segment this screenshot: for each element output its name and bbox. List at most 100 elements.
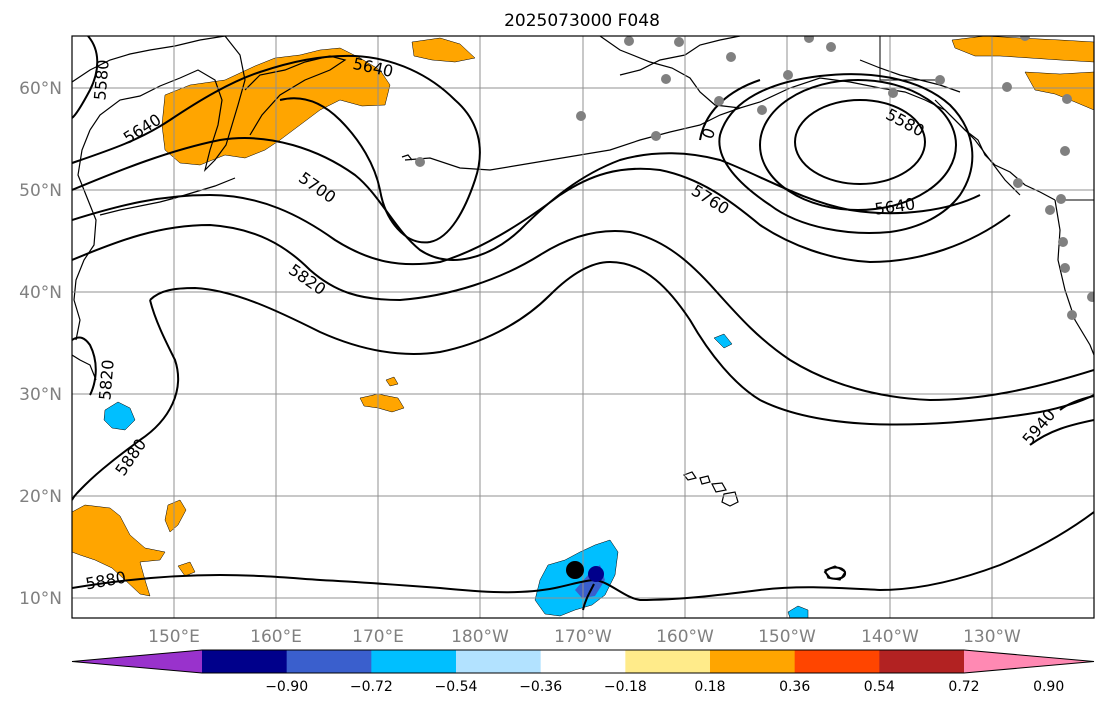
station-dot [1062,94,1072,104]
lat-label: 20°N [19,487,62,507]
coastline-island-japan-south [72,354,97,381]
coastline-island-small-1 [401,154,413,161]
lat-label: 30°N [19,385,62,405]
colorbar-tick-label: 0.18 [694,679,725,695]
contour-5640-west-b [279,97,381,191]
anomaly-region-southwest-3 [177,561,196,577]
map-title: 2025073000 F048 [504,11,660,31]
contour-label-5580-west: 5580 [90,59,112,101]
colorbar-segment [710,650,796,673]
station-dot [1045,205,1055,215]
colorbar-tick-label: −0.90 [265,679,308,695]
colorbar-tick-label: 0.36 [779,679,810,695]
contour-5820-b [72,336,97,396]
coastline-asia-north [72,36,226,83]
lon-label: 170°W [554,627,612,647]
contour-low-outer [718,73,974,234]
station-dot [1060,263,1070,273]
contour-5940 [1029,419,1094,446]
coastline-kamchatka [89,36,246,172]
coastline-hawaii-1 [683,471,697,481]
colorbar-segment [540,650,626,673]
anomaly-region-canada [951,36,1094,63]
station-dot [1056,194,1066,204]
station-dot [674,37,684,47]
coastline-hawaii-4 [721,491,739,507]
coastline-hawaii-2 [699,475,711,485]
colorbar-segment [371,650,457,673]
coastline-sakhalin-japan [73,129,97,341]
lat-label: 10°N [19,589,62,609]
anomaly-region-west-pacific [103,401,136,431]
colorbar-segment [794,650,880,673]
colorbar-outline [71,649,1095,674]
coastline-okhotsk [244,55,347,136]
station-dots [415,36,1094,320]
station-dot [1067,310,1077,320]
colorbar-tick-label: −0.72 [350,679,393,695]
station-dot [1058,237,1068,247]
lat-label: 40°N [19,283,62,303]
contour-5880 [149,260,1094,426]
colorbar-segment [456,650,542,673]
lon-label: 160°W [656,627,714,647]
storm-marker-dot [566,561,584,579]
coastline-hawaii-3 [711,482,727,493]
coastline-bc [934,99,1056,201]
map-border [71,35,1095,619]
graticule [72,36,1094,618]
anomaly-region-southwest-2 [164,499,187,533]
latitude-labels: 60°N 50°N 40°N 30°N 20°N 10°N [19,79,62,609]
contour-low-inner [794,99,926,185]
lon-label: 130°W [963,627,1021,647]
anomaly-region-southwest [72,504,166,597]
anomaly-region-east-small [713,333,733,349]
lat-label: 50°N [19,181,62,201]
colorbar-tick-label: −0.36 [519,679,562,695]
anomaly-region-pacific-northwest [1024,71,1094,111]
lon-label: 150°W [758,627,816,647]
colorbar-extend-high [964,650,1094,673]
map-area: 5580 5640 5640 5700 5820 5820 5880 5880 … [72,36,1094,618]
contour-5820 [72,223,1094,402]
colorbar-segment [879,650,965,673]
station-dot [783,70,793,80]
colorbar-segment [625,650,711,673]
station-dot [1020,36,1030,41]
station-dot [1013,178,1023,188]
colorbar-tick-label: 0.90 [1033,679,1064,695]
lon-label: 180°W [451,627,509,647]
station-dot [804,36,814,43]
colorbar-extend-low [72,650,202,673]
colorbar-tick-label: 0.54 [864,679,895,695]
contour-small-south [823,566,847,580]
lon-label: 170°E [352,627,404,647]
contour-5940-b [1059,395,1094,411]
station-dot [714,96,724,106]
colorbar: −0.90 −0.72 −0.54 −0.36 −0.18 0.18 0.36 0.54 0.7… [71,649,1095,695]
anomaly-region-small-central [385,376,399,387]
colorbar-tick-label: 0.72 [948,679,979,695]
anomaly-region-south-small [787,605,809,618]
colorbar-segment [286,650,372,673]
lat-label: 60°N [19,79,62,99]
anomaly-region-central [359,393,405,413]
station-dot [826,42,836,52]
lon-label: 150°E [148,627,200,647]
station-dot [661,74,671,84]
station-dot [757,105,767,115]
contour-label-5820-west: 5820 [95,359,117,401]
storm-marker-dot-blue [588,566,604,582]
contour-5700 [72,137,981,261]
station-dot [1060,146,1070,156]
coastline-alaska-inner [859,59,961,93]
station-dot [726,52,736,62]
lon-label: 140°W [861,627,919,647]
storm-markers [566,561,604,611]
anomaly-region-okhotsk-north [411,37,476,63]
colorbar-tick-label: −0.18 [604,679,647,695]
station-dot [415,157,425,167]
station-dot [651,131,661,141]
contour-5640-west [72,54,481,244]
